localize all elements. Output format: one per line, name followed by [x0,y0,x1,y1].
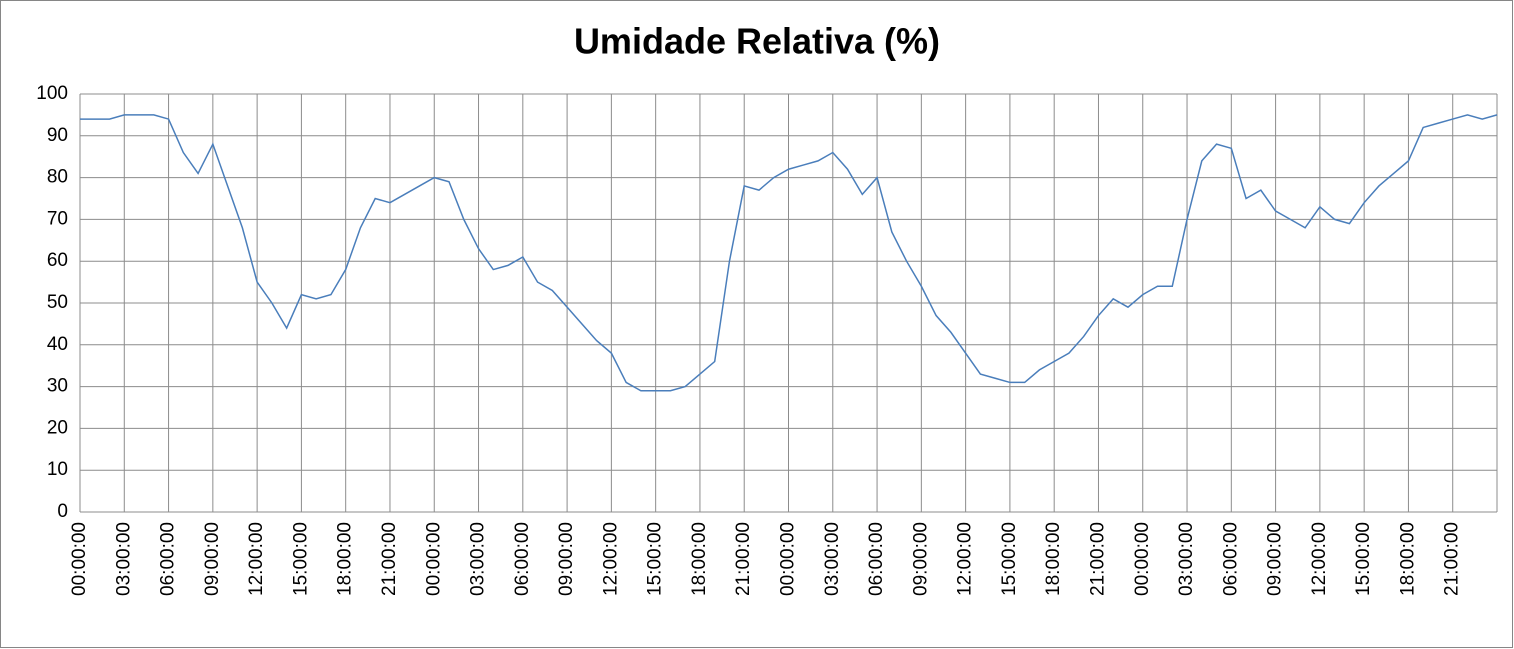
y-tick-label: 10 [47,459,68,480]
x-tick-label: 18:00:00 [689,522,710,596]
y-tick-label: 0 [57,501,68,522]
y-tick-label: 70 [47,208,68,229]
x-tick-label: 12:00:00 [246,522,267,596]
x-tick-label: 21:00:00 [733,522,754,596]
x-tick-label: 15:00:00 [999,522,1020,596]
x-tick-label: 12:00:00 [600,522,621,596]
x-tick-label: 00:00:00 [423,522,444,596]
y-tick-label: 80 [47,167,68,188]
x-tick-label: 18:00:00 [1397,522,1418,596]
x-tick-label: 03:00:00 [113,522,134,596]
y-tick-label: 20 [47,417,68,438]
y-tick-label: 40 [47,334,68,355]
x-tick-label: 03:00:00 [1176,522,1197,596]
x-tick-label: 09:00:00 [202,522,223,596]
x-tick-label: 06:00:00 [512,522,533,596]
x-tick-label: 06:00:00 [1220,522,1241,596]
x-tick-label: 21:00:00 [1442,522,1463,596]
x-tick-label: 00:00:00 [778,522,799,596]
x-tick-label: 15:00:00 [290,522,311,596]
x-tick-label: 06:00:00 [866,522,887,596]
x-tick-label: 09:00:00 [1265,522,1286,596]
y-tick-label: 60 [47,250,68,271]
x-tick-label: 15:00:00 [1353,522,1374,596]
x-tick-label: 12:00:00 [1309,522,1330,596]
x-tick-label: 06:00:00 [158,522,179,596]
data-line [80,114,1498,392]
chart-title: Umidade Relativa (%) [574,21,940,62]
x-tick-label: 18:00:00 [1043,522,1064,596]
x-tick-label: 18:00:00 [335,522,356,596]
x-tick-label: 09:00:00 [910,522,931,596]
x-tick-label: 21:00:00 [1087,522,1108,596]
x-tick-label: 00:00:00 [69,522,90,596]
x-tick-label: 03:00:00 [822,522,843,596]
x-tick-label: 12:00:00 [955,522,976,596]
x-tick-label: 09:00:00 [556,522,577,596]
x-tick-label: 00:00:00 [1132,522,1153,596]
y-tick-label: 30 [47,376,68,397]
y-tick-label: 100 [36,83,68,104]
x-tick-label: 21:00:00 [379,522,400,596]
x-tick-label: 15:00:00 [645,522,666,596]
y-tick-label: 90 [47,125,68,146]
y-tick-label: 50 [47,292,68,313]
x-tick-label: 03:00:00 [468,522,489,596]
